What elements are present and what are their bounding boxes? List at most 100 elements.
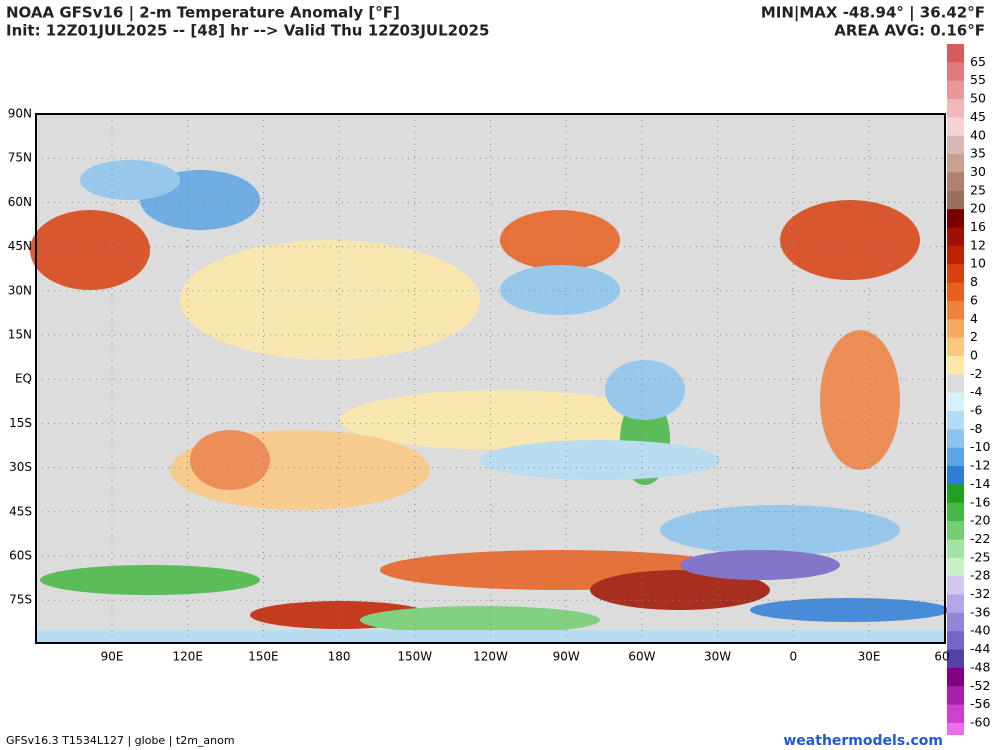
colorbar-swatch [947,722,964,735]
colorbar-swatch [947,190,964,210]
colorbar-label: -40 [970,623,990,638]
colorbar-swatch [947,135,964,155]
colorbar-label: -28 [970,568,990,583]
colorbar-swatch [947,227,964,247]
footer-info: GFSv16.3 T1534L127 | globe | t2m_anom [6,734,235,747]
colorbar-label: -4 [970,384,983,399]
colorbar-swatch [947,411,964,430]
map-field [30,113,950,644]
colorbar-label: -52 [970,678,990,693]
colorbar-label: -36 [970,604,990,619]
colorbar-label: 6 [970,292,978,307]
lat-label: 15S [9,416,32,430]
title: NOAA GFSv16 | 2-m Temperature Anomaly [°… [6,4,400,23]
colorbar-label: 20 [970,201,986,216]
colorbar-label: 4 [970,311,978,326]
colorbar-label: 10 [970,256,986,271]
lat-label: 60S [9,549,32,563]
colorbar-swatch [947,62,964,82]
colorbar-label: -12 [970,458,990,473]
min-max: MIN|MAX -48.94° | 36.42°F [761,4,985,23]
colorbar-swatch [947,392,964,412]
colorbar-swatch [947,282,964,302]
colorbar-label: -20 [970,513,990,528]
colorbar-swatch [947,117,964,137]
lat-label: EQ [15,372,32,386]
colorbar-swatch [947,337,964,357]
colorbar-swatch [947,374,964,394]
colorbar-swatch [947,576,964,595]
colorbar-swatch [947,447,964,467]
colorbar-label: 0 [970,347,978,362]
colorbar-swatch [947,521,964,540]
colorbar-swatch [947,594,964,614]
lat-label: 60N [8,195,32,209]
lon-label: 0 [789,650,797,664]
lat-label: 15N [8,328,32,342]
colorbar-label: 12 [970,237,986,252]
lat-label: 45N [8,239,32,253]
colorbar-label: -60 [970,714,990,729]
lat-label: 90N [8,107,32,121]
colorbar-label: -10 [970,439,990,454]
lat-label: 30S [9,460,32,474]
lat-label: 45S [9,504,32,518]
colorbar-label: -14 [970,476,990,491]
colorbar-swatch [947,319,964,339]
colorbar-swatch [947,355,964,375]
colorbar-swatch [947,44,964,63]
colorbar-label: -44 [970,641,990,656]
colorbar-label: -25 [970,549,990,564]
colorbar-swatch [947,612,964,632]
colorbar-swatch [947,99,964,118]
lon-label: 60W [628,650,655,664]
lat-label: 75S [9,593,32,607]
footer-site: weathermodels.com [783,733,943,749]
colorbar-swatch [947,300,964,320]
area-avg: AREA AVG: 0.16°F [834,22,985,40]
colorbar-swatch [947,704,964,724]
colorbar-swatch [947,686,964,706]
colorbar-label: -32 [970,586,990,601]
colorbar-label: 30 [970,164,986,179]
colorbar-label: 65 [970,54,986,69]
colorbar-swatch [947,631,964,651]
colorbar: 65555045403530252016121086420-2-4-6-8-10… [947,44,990,735]
colorbar-label: -16 [970,494,990,509]
colorbar-swatch [947,649,964,669]
lon-label: 30W [704,650,731,664]
colorbar-label: -2 [970,366,982,381]
colorbar-label: 40 [970,127,986,142]
colorbar-swatch [947,667,964,687]
subtitle: Init: 12Z01JUL2025 -- [48] hr --> Valid … [6,22,489,40]
lon-label: 120W [473,650,508,664]
lat-label: 75N [8,151,32,165]
colorbar-label: 2 [970,329,978,344]
colorbar-swatch [947,557,964,577]
lat-label: 30N [8,283,32,297]
colorbar-label: -6 [970,403,983,418]
colorbar-label: -8 [970,421,983,436]
lon-label: 90W [553,650,580,664]
colorbar-swatch [947,484,964,504]
colorbar-label: -56 [970,696,990,711]
colorbar-swatch [947,539,964,559]
colorbar-swatch [947,209,964,228]
colorbar-swatch [947,154,964,173]
lon-label: 180 [328,650,351,664]
lon-label: 150W [397,650,432,664]
colorbar-label: 25 [970,182,986,197]
lon-label: 60 [934,650,949,664]
lon-label: 150E [248,650,279,664]
colorbar-label: 16 [970,219,986,234]
colorbar-label: 35 [970,146,986,161]
colorbar-swatch [947,245,964,265]
colorbar-swatch [947,429,964,449]
colorbar-swatch [947,466,964,485]
colorbar-label: -48 [970,659,990,674]
colorbar-swatch [947,502,964,522]
lon-label: 30E [858,650,881,664]
colorbar-label: 8 [970,274,978,289]
